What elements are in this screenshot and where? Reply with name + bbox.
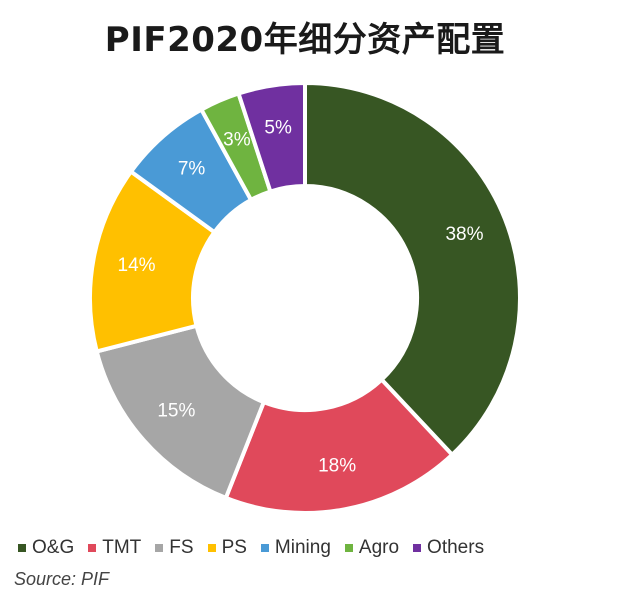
legend-swatch [413, 544, 422, 552]
slice-label-mining: 7% [178, 158, 206, 179]
slice-o-g [303, 80, 522, 458]
legend-label: TMT [102, 537, 142, 558]
slice-label-fs: 15% [157, 400, 195, 421]
slice-others [236, 80, 307, 195]
legend-item-agro: Agro [344, 537, 400, 559]
legend-swatch [88, 544, 97, 552]
chart-legend: O&G TMT FS PS Mining Agro Others [18, 537, 638, 559]
legend-item-others: Others [413, 537, 484, 559]
legend-label: Others [427, 537, 485, 558]
legend-item-fs: FS [155, 537, 194, 559]
legend-item-tmt: TMT [88, 537, 141, 559]
slice-label-o-g: 38% [445, 224, 483, 245]
legend-label: FS [169, 537, 194, 558]
source-note: Source: PIF [14, 569, 110, 589]
legend-label: PS [221, 537, 247, 558]
legend-swatch [344, 544, 353, 552]
legend-swatch [260, 544, 269, 552]
slice-tmt [223, 376, 456, 515]
chart-title: PIF2020年细分资产配置 [104, 20, 506, 60]
slice-fs [94, 323, 267, 501]
legend-item-mining: Mining [260, 537, 331, 559]
slice-label-others: 5% [264, 118, 292, 139]
slice-label-agro: 3% [223, 130, 251, 151]
legend-label: Agro [358, 537, 400, 558]
legend-label: O&G [32, 537, 75, 558]
slice-label-tmt: 18% [318, 455, 356, 476]
legend-item-o-g: O&G [18, 537, 74, 559]
legend-swatch [155, 544, 164, 552]
legend-item-ps: PS [207, 537, 247, 559]
legend-swatch [18, 544, 26, 552]
legend-swatch [207, 544, 216, 552]
legend-label: Mining [274, 537, 331, 558]
slice-label-ps: 14% [118, 255, 156, 276]
